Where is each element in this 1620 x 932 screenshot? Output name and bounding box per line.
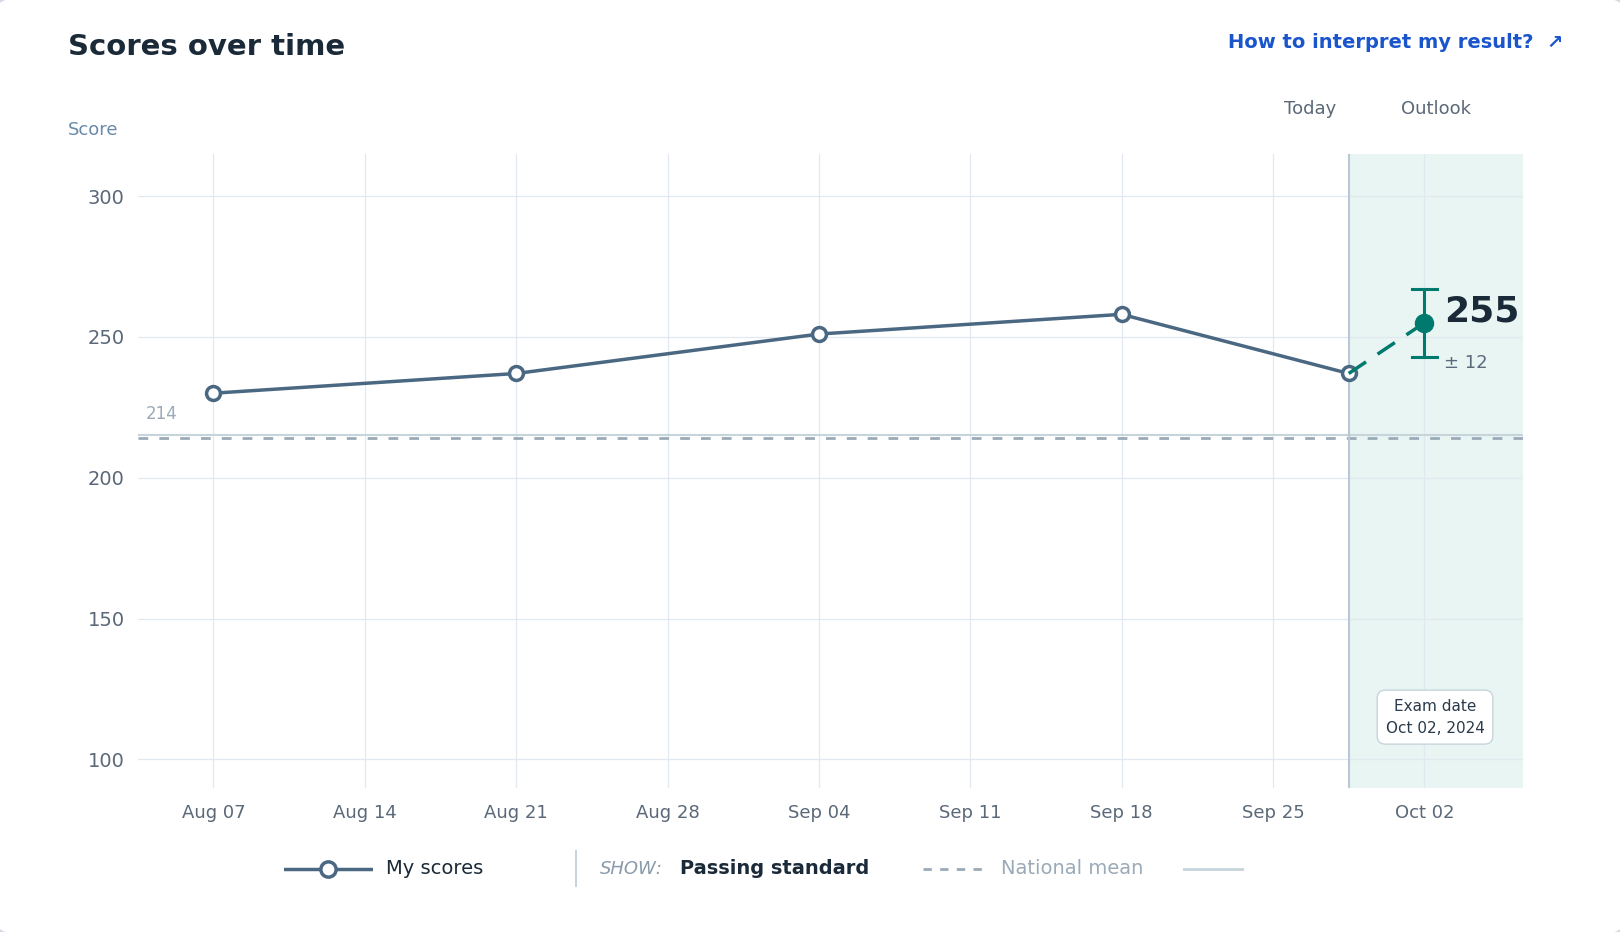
Text: Score: Score [68, 121, 118, 139]
Text: Passing standard: Passing standard [680, 859, 870, 878]
Bar [1349, 154, 1523, 788]
Text: Today: Today [1283, 101, 1336, 118]
Text: 255: 255 [1443, 295, 1520, 328]
Text: Outlook: Outlook [1401, 101, 1471, 118]
Text: ± 12: ± 12 [1443, 354, 1487, 372]
Text: Scores over time: Scores over time [68, 33, 345, 61]
Text: National mean: National mean [1001, 859, 1144, 878]
Text: My scores: My scores [386, 859, 483, 878]
Text: Exam date
Oct 02, 2024: Exam date Oct 02, 2024 [1385, 698, 1484, 735]
Text: How to interpret my result?  ↗: How to interpret my result? ↗ [1228, 33, 1563, 51]
Text: SHOW:: SHOW: [599, 859, 663, 878]
Text: 214: 214 [146, 404, 177, 422]
